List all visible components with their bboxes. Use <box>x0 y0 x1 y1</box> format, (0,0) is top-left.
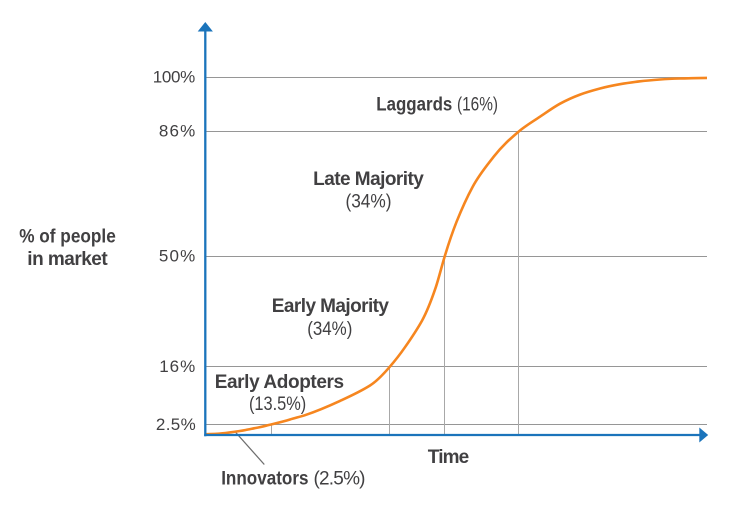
svg-text:86%: 86% <box>159 121 195 140</box>
svg-text:Innovators: Innovators <box>221 468 308 489</box>
svg-text:Time: Time <box>428 447 469 468</box>
svg-text:(13.5%): (13.5%) <box>249 394 306 415</box>
svg-text:in market: in market <box>27 249 108 270</box>
svg-text:Late Majority: Late Majority <box>313 169 424 190</box>
svg-text:50%: 50% <box>159 247 195 266</box>
svg-text:(34%): (34%) <box>345 192 391 213</box>
svg-text:(16%): (16%) <box>457 95 498 116</box>
svg-text:2.5%: 2.5% <box>156 415 196 434</box>
svg-text:Laggards: Laggards <box>376 95 452 116</box>
svg-text:(34%): (34%) <box>307 319 352 340</box>
svg-text:% of people: % of people <box>19 227 116 248</box>
svg-text:Early Majority: Early Majority <box>272 296 390 317</box>
svg-text:(2.5%): (2.5%) <box>314 468 366 489</box>
svg-text:100%: 100% <box>153 68 196 87</box>
svg-text:Early Adopters: Early Adopters <box>215 372 344 393</box>
svg-text:16%: 16% <box>159 357 195 376</box>
